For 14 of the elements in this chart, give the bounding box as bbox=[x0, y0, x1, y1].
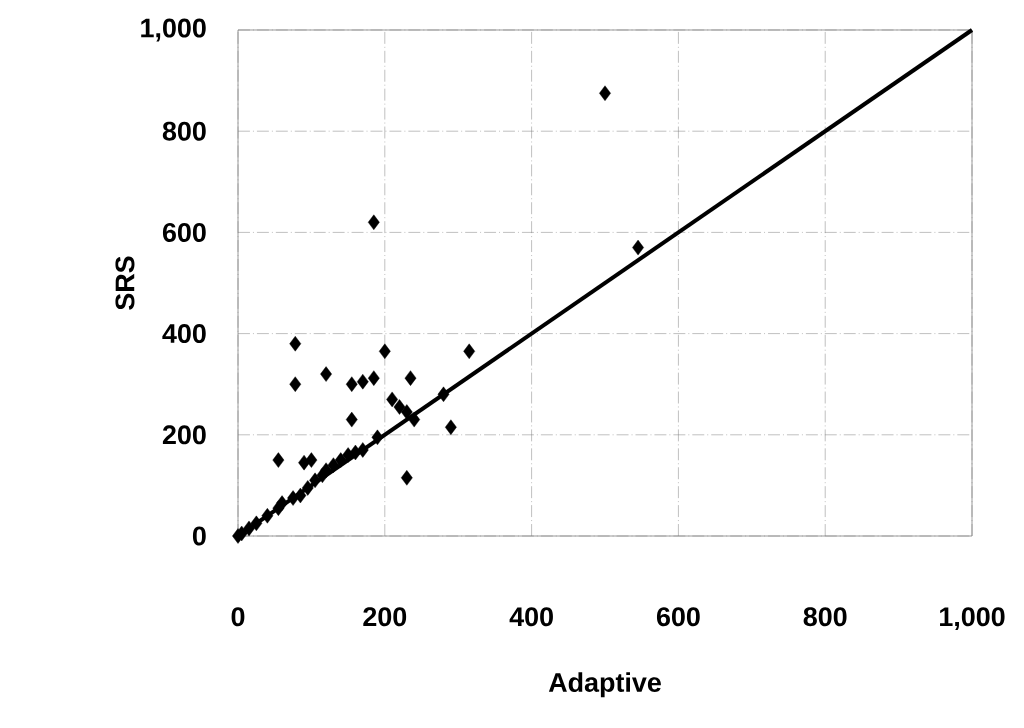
y-tick-label: 200 bbox=[162, 425, 206, 445]
x-tick-label: 800 bbox=[803, 607, 847, 627]
x-tick-label: 0 bbox=[231, 607, 245, 627]
y-tick-label: 400 bbox=[162, 324, 206, 344]
x-tick-label: 200 bbox=[363, 607, 407, 627]
y-tick-label: 800 bbox=[162, 121, 206, 141]
y-axis-title: SRS bbox=[115, 256, 135, 310]
y-tick-label: 0 bbox=[192, 526, 206, 546]
y-tick-label: 600 bbox=[162, 222, 206, 242]
x-tick-label: 1,000 bbox=[940, 607, 1005, 631]
x-axis-title: Adaptive bbox=[548, 672, 661, 698]
x-tick-label: 400 bbox=[509, 607, 553, 627]
y-tick-label: 1,000 bbox=[141, 18, 206, 42]
x-tick-label: 600 bbox=[656, 607, 700, 627]
